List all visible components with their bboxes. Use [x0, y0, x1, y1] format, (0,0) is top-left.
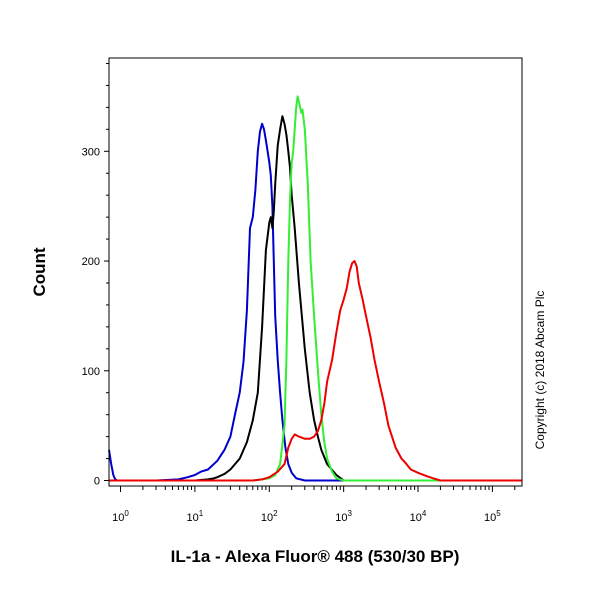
x-tick-base: 10 [335, 512, 347, 524]
x-axis-title: IL-1a - Alexa Fluor® 488 (530/30 BP) [171, 547, 460, 566]
plot-frame [108, 57, 523, 487]
y-axis: 0 100 200 300 [82, 62, 109, 488]
x-tick-base: 10 [261, 512, 273, 524]
y-tick-label: 100 [82, 366, 100, 378]
x-tick-exponent: 0 [124, 509, 129, 518]
copyright-annotation: Copyright (c) 2018 Abcam Plc [533, 291, 547, 450]
x-axis: 100 101 102 103 104 105 [112, 486, 516, 524]
x-tick-base: 10 [484, 512, 496, 524]
x-tick-exponent: 2 [273, 509, 278, 518]
x-tick-label: 101 [187, 509, 204, 524]
x-tick-exponent: 1 [199, 509, 204, 518]
x-tick-base: 10 [187, 512, 199, 524]
x-tick-label: 105 [484, 509, 501, 524]
x-tick-exponent: 5 [496, 509, 501, 518]
x-tick-base: 10 [112, 512, 124, 524]
x-tick-label: 102 [261, 509, 278, 524]
y-axis-title: Count [30, 247, 49, 296]
x-tick-base: 10 [410, 512, 422, 524]
x-tick-label: 100 [112, 509, 129, 524]
y-tick-label: 300 [82, 146, 100, 158]
series-line-3 [109, 260, 522, 482]
x-tick-label: 104 [410, 509, 427, 524]
series-line-0 [108, 122, 522, 482]
x-tick-label: 103 [335, 509, 352, 524]
series-layer [108, 95, 522, 482]
series-line-1 [109, 115, 522, 482]
y-tick-label: 200 [82, 256, 100, 268]
x-tick-exponent: 4 [422, 509, 427, 518]
y-tick-label: 0 [94, 476, 100, 488]
x-tick-exponent: 3 [348, 509, 353, 518]
